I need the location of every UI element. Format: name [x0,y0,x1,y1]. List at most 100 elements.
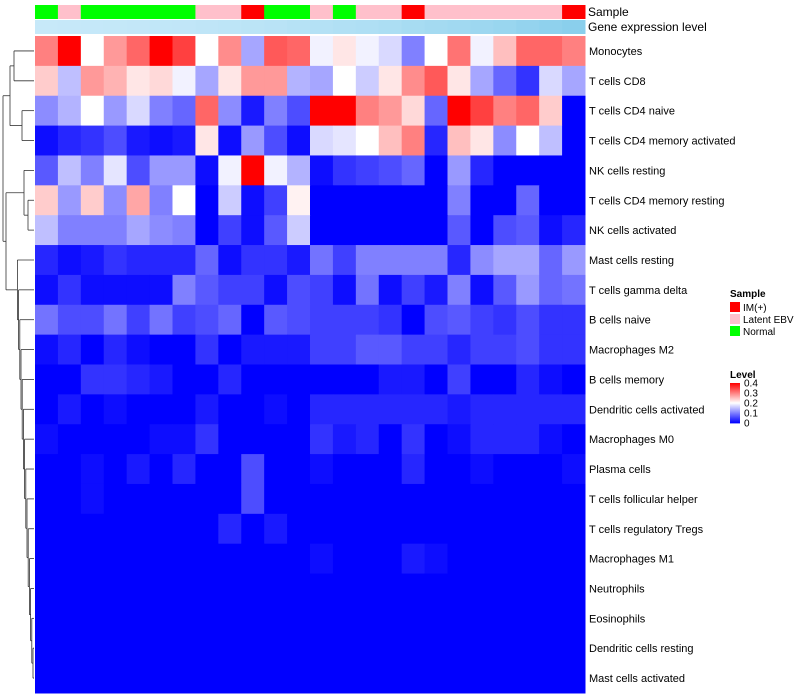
heatmap-cell [126,543,151,575]
sample-annotation-bar [35,5,586,19]
heatmap-cell [80,573,105,604]
expression-anno-cell [287,20,311,34]
heatmap-cell [562,215,586,246]
heatmap-cell [264,513,288,545]
expression-anno-cell [447,20,471,34]
heatmap-cell [35,663,59,694]
level-legend-gradient-step [730,418,740,420]
heatmap-cell [539,95,563,127]
heatmap-cell [470,543,494,575]
heatmap-cell [218,245,242,276]
heatmap-cell [493,543,517,575]
heatmap-cell [539,454,563,485]
heatmap-cell [424,274,448,306]
heatmap-cell [493,454,517,485]
heatmap-cell [195,513,219,545]
heatmap-cell [470,364,494,395]
sample-anno-cell [287,5,311,19]
level-legend-gradient-step [730,417,740,419]
expression-anno-cell [218,20,242,34]
row-label: T cells CD4 memory activated [589,136,736,148]
heatmap-cell [126,65,151,97]
heatmap-cell [401,36,426,67]
heatmap-cell [562,274,586,306]
heatmap-cell [264,185,288,216]
row-label: B cells memory [589,374,665,386]
heatmap-cell [57,483,82,515]
heatmap-cell [126,603,151,634]
heatmap-cell [172,394,196,425]
heatmap-cell [424,543,448,575]
heatmap-cell [195,65,219,97]
heatmap-cell [218,454,242,485]
heatmap-cell [310,424,334,455]
heatmap-cell [493,483,517,515]
sample-anno-cell [401,5,426,19]
heatmap-cell [493,663,517,694]
heatmap-cell [470,394,494,425]
heatmap-cell [424,454,448,485]
heatmap-cell [35,185,59,216]
level-legend-gradient-step [730,395,740,397]
heatmap-cell [218,543,242,575]
heatmap-cell [103,155,128,186]
expression-anno-cell [401,20,426,34]
heatmap-cell [424,364,448,395]
heatmap-cell [241,65,265,97]
heatmap-cell [562,663,586,694]
heatmap-cell [378,394,403,425]
heatmap-cell [264,95,288,127]
heatmap-cell [562,364,586,395]
heatmap-cell [539,215,563,246]
expression-anno-cell [516,20,540,34]
heatmap-cell [57,185,82,216]
heatmap-cell [149,155,173,186]
heatmap-cell [378,454,403,485]
heatmap-cell [241,155,265,186]
heatmap-cell [424,245,448,276]
heatmap-cell [35,36,59,67]
heatmap-cell [539,603,563,634]
heatmap-cell [149,185,173,216]
heatmap-cell [332,155,357,186]
heatmap-cell [424,36,448,67]
heatmap-cell [378,513,403,545]
heatmap-cell [516,454,540,485]
heatmap-cell [35,543,59,575]
heatmap-cell [447,663,471,694]
heatmap-cell [516,633,540,664]
sample-legend-swatch [730,302,740,312]
heatmap-cell [218,633,242,664]
expression-anno-cell [80,20,105,34]
heatmap-cell [126,364,151,395]
heatmap-cell [172,364,196,395]
heatmap-cell [57,334,82,365]
heatmap-cell [172,304,196,336]
sample-legend-label: Latent EBV [743,315,794,326]
sample-anno-cell [424,5,448,19]
heatmap-cell [287,454,311,485]
heatmap-cell [35,125,59,156]
heatmap-cell [401,364,426,395]
heatmap-cell [355,185,380,216]
heatmap-cell [195,125,219,156]
heatmap-cell [264,454,288,485]
heatmap-cell [172,274,196,306]
heatmap-cell [287,364,311,395]
row-label: NK cells resting [589,165,665,177]
heatmap-cell [218,394,242,425]
level-legend-gradient-step [730,406,740,408]
heatmap-cell [401,65,426,97]
heatmap-cell [378,245,403,276]
heatmap-cell [287,245,311,276]
heatmap-cell [57,304,82,336]
heatmap-cell [172,454,196,485]
heatmap-cell [401,543,426,575]
sample-anno-cell [241,5,265,19]
heatmap-cell [241,513,265,545]
level-legend-gradient-step [730,412,740,414]
heatmap-cell [447,95,471,127]
heatmap-cell [401,513,426,545]
heatmap-cell [57,573,82,604]
